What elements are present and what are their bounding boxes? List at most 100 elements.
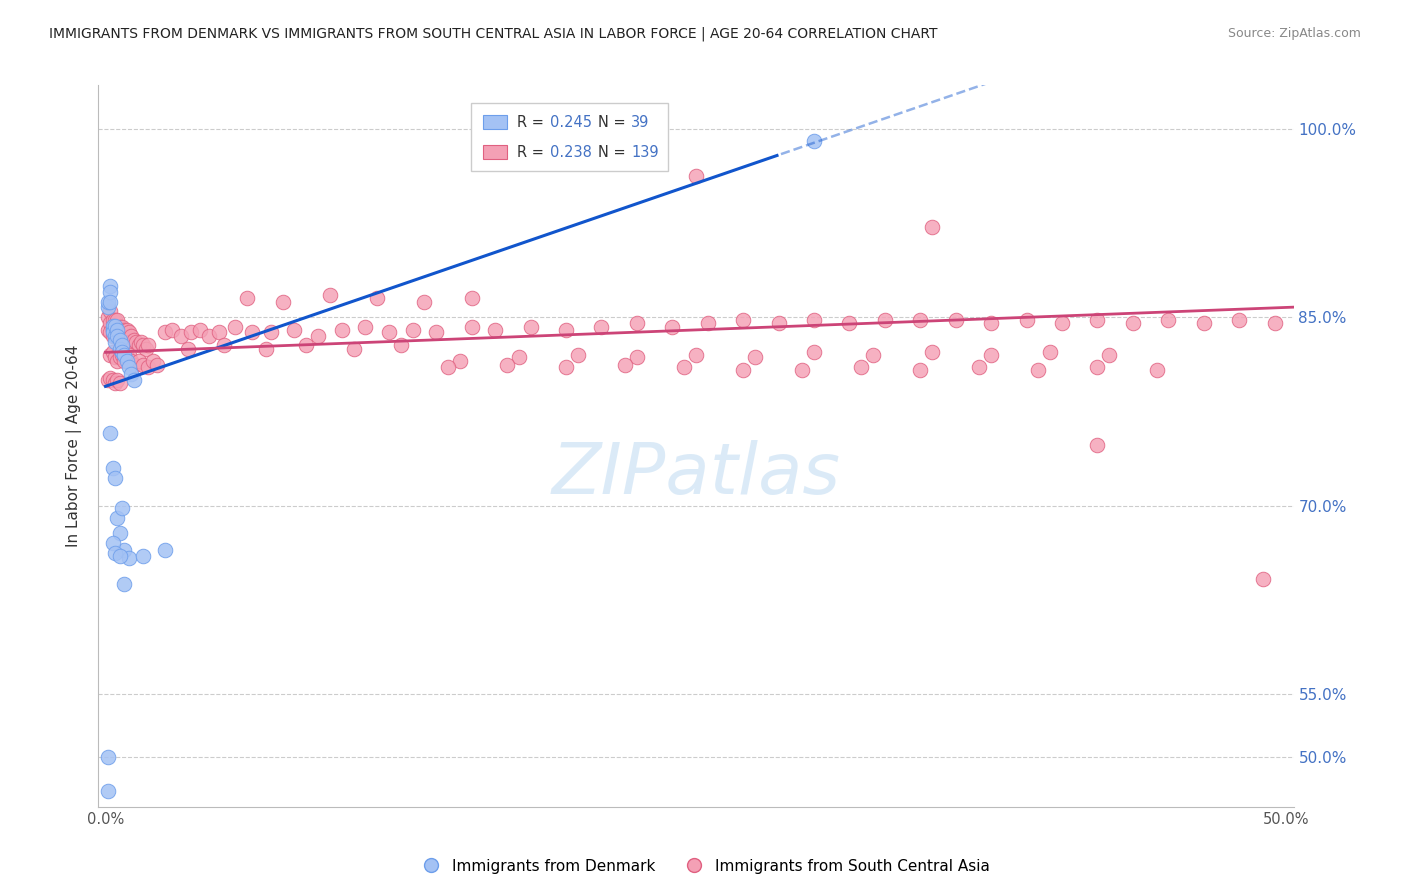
Point: [104, 376, 127, 390]
Point: [105, 373, 128, 387]
Text: 39: 39: [631, 114, 650, 129]
Point: [97, 750, 120, 764]
Point: [401, 323, 423, 337]
Point: [413, 295, 436, 310]
Point: [1192, 317, 1215, 331]
Point: [121, 329, 143, 343]
Point: [1157, 312, 1180, 326]
Point: [111, 320, 134, 334]
Point: [236, 291, 259, 305]
Point: [132, 358, 155, 372]
Point: [115, 351, 138, 365]
Point: [132, 549, 155, 563]
Point: [122, 358, 145, 372]
Point: [105, 329, 128, 343]
Point: [98, 304, 121, 318]
Point: [378, 326, 401, 340]
Point: [128, 354, 150, 368]
Point: [98, 295, 121, 310]
Text: R =: R =: [517, 114, 548, 129]
Point: [101, 318, 124, 333]
Point: [98, 370, 121, 384]
Point: [212, 338, 235, 352]
Point: [111, 338, 134, 352]
Point: [97, 323, 120, 337]
Point: [685, 348, 707, 362]
Text: 139: 139: [631, 145, 659, 160]
Point: [128, 338, 150, 352]
Point: [97, 373, 120, 387]
Point: [153, 542, 176, 557]
Point: [484, 323, 506, 337]
Text: N =: N =: [598, 114, 630, 129]
Text: ZIPatlas: ZIPatlas: [551, 441, 841, 509]
Point: [910, 312, 932, 326]
Point: [98, 278, 121, 293]
Point: [132, 338, 155, 352]
Point: [260, 326, 283, 340]
Point: [626, 351, 648, 365]
Point: [188, 323, 211, 337]
Point: [118, 326, 141, 340]
Point: [1050, 317, 1073, 331]
Point: [108, 376, 131, 390]
Point: [121, 338, 143, 352]
Point: [146, 358, 169, 372]
Point: [108, 549, 131, 563]
Point: [98, 326, 121, 340]
Text: 0.238: 0.238: [550, 145, 592, 160]
Point: [125, 335, 148, 350]
Point: [851, 360, 873, 375]
Point: [803, 134, 825, 148]
Point: [1028, 363, 1050, 377]
Point: [160, 323, 183, 337]
Point: [129, 335, 152, 350]
Point: [330, 323, 353, 337]
Point: [101, 323, 124, 337]
Point: [104, 471, 127, 485]
Point: [111, 329, 134, 343]
Point: [122, 373, 145, 387]
Point: [224, 320, 246, 334]
Point: [496, 358, 519, 372]
Point: [101, 461, 124, 475]
Point: [449, 354, 471, 368]
Point: [112, 354, 135, 368]
Point: [661, 320, 683, 334]
Point: [673, 360, 696, 375]
Point: [555, 360, 578, 375]
Point: [97, 310, 120, 325]
Point: [108, 320, 131, 334]
Point: [112, 576, 135, 591]
Point: [519, 320, 541, 334]
Point: [685, 169, 707, 184]
Point: [118, 551, 141, 566]
Point: [118, 348, 141, 362]
Point: [101, 329, 124, 343]
Point: [240, 326, 263, 340]
Point: [115, 323, 138, 337]
Point: [567, 348, 589, 362]
Text: IMMIGRANTS FROM DENMARK VS IMMIGRANTS FROM SOUTH CENTRAL ASIA IN LABOR FORCE | A: IMMIGRANTS FROM DENMARK VS IMMIGRANTS FR…: [49, 27, 938, 41]
Point: [910, 363, 932, 377]
Point: [180, 326, 202, 340]
Point: [104, 351, 127, 365]
Point: [105, 312, 128, 326]
Point: [97, 784, 120, 798]
Point: [108, 333, 131, 347]
Point: [101, 373, 124, 387]
Point: [862, 348, 884, 362]
Point: [307, 329, 329, 343]
Point: [104, 318, 127, 333]
Point: [105, 323, 128, 337]
Point: [118, 360, 141, 375]
Point: [118, 335, 141, 350]
Point: [460, 320, 482, 334]
Point: [105, 354, 128, 368]
Point: [97, 300, 120, 314]
Legend: Immigrants from Denmark, Immigrants from South Central Asia: Immigrants from Denmark, Immigrants from…: [409, 853, 997, 880]
Point: [980, 348, 1002, 362]
Point: [101, 323, 124, 337]
Y-axis label: In Labor Force | Age 20-64: In Labor Force | Age 20-64: [66, 345, 83, 547]
Text: 0.245: 0.245: [550, 114, 592, 129]
